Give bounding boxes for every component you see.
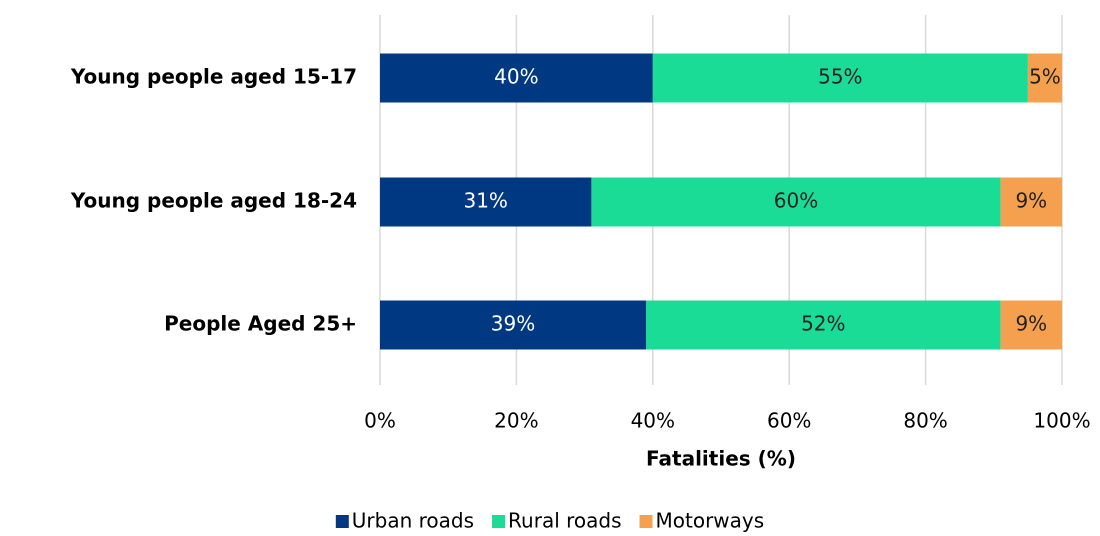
- data-label: 31%: [463, 189, 507, 213]
- x-axis-label: Fatalities (%): [646, 447, 796, 471]
- bar-segment: [380, 300, 646, 350]
- x-tick-label: 40%: [631, 409, 675, 433]
- bar-segment: [1000, 177, 1062, 227]
- x-tick-label: 80%: [903, 409, 947, 433]
- legend-swatch: [492, 515, 506, 528]
- data-label: 39%: [491, 312, 535, 336]
- legend-label: Rural roads: [508, 509, 621, 533]
- y-tick-label: Young people aged 15-17: [70, 65, 357, 89]
- x-tick-label: 0%: [364, 409, 396, 433]
- bar-segment: [380, 53, 653, 103]
- bar-segment: [380, 177, 592, 227]
- data-label: 5%: [1029, 65, 1061, 89]
- data-label: 52%: [801, 312, 845, 336]
- bar-segment: [652, 53, 1028, 103]
- legend-label: Motorways: [656, 509, 765, 533]
- legend-swatch: [639, 515, 653, 528]
- x-tick-label: 60%: [767, 409, 811, 433]
- y-tick-label: People Aged 25+: [164, 312, 357, 336]
- legend-label: Urban roads: [352, 509, 474, 533]
- data-label: 55%: [818, 65, 862, 89]
- bar-segment: [1000, 300, 1062, 350]
- data-label: 9%: [1015, 312, 1047, 336]
- legend-swatch: [335, 515, 349, 528]
- bar-segment: [645, 300, 1001, 350]
- data-label: 60%: [774, 189, 818, 213]
- bar-segment: [1027, 53, 1062, 103]
- x-tick-label: 20%: [494, 409, 538, 433]
- x-tick-label: 100%: [1033, 409, 1090, 433]
- data-label: 9%: [1015, 189, 1047, 213]
- data-label: 40%: [494, 65, 538, 89]
- bar-segment: [591, 177, 1001, 227]
- y-tick-label: Young people aged 18-24: [70, 189, 357, 213]
